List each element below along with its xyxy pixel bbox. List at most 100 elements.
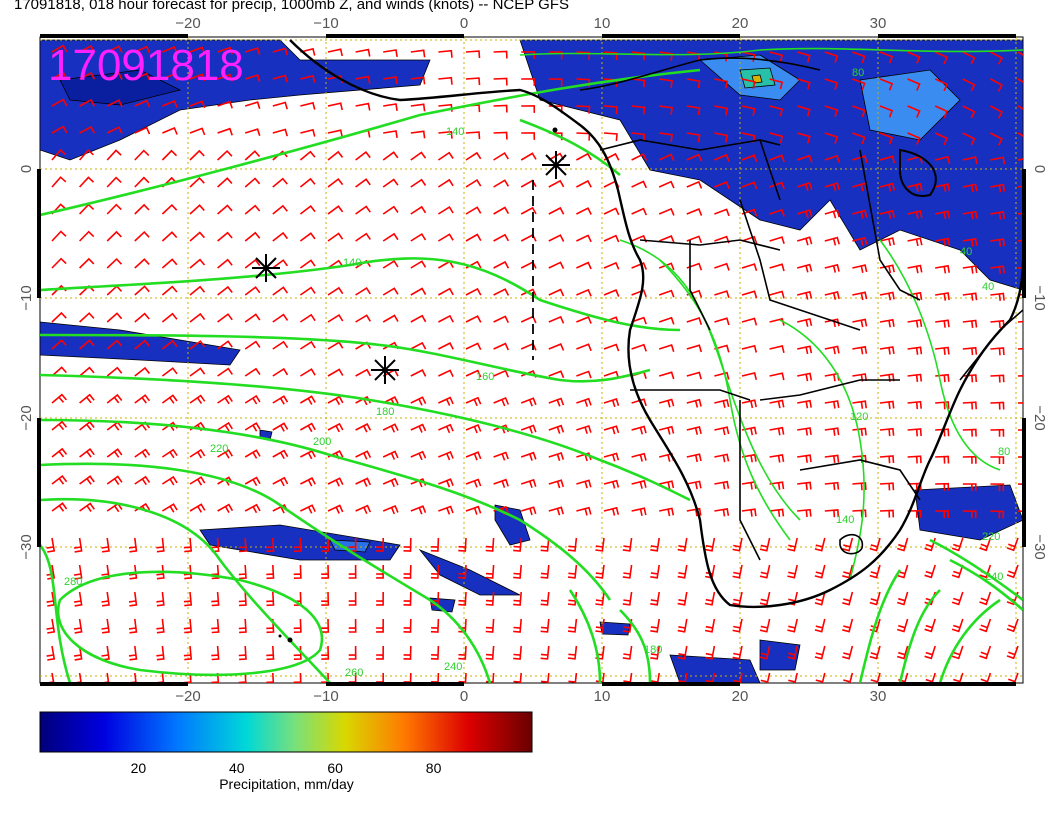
wind-barb	[410, 130, 426, 139]
wind-barb	[935, 155, 951, 164]
wind-barb	[485, 591, 495, 606]
wind-barb	[355, 286, 371, 296]
wind-barb	[79, 393, 95, 404]
wind-barb	[217, 149, 233, 161]
wind-barb	[238, 645, 247, 661]
wind-barb	[576, 479, 592, 489]
wind-barb	[376, 591, 384, 606]
wind-barb	[493, 206, 510, 215]
wind-barb	[272, 150, 288, 161]
wind-barb	[907, 509, 922, 518]
wind-barb	[217, 340, 233, 350]
wind-barb	[548, 370, 565, 379]
wind-barb	[51, 311, 67, 323]
wind-barb	[741, 154, 758, 162]
wind-barb	[355, 75, 371, 84]
wind-barb	[348, 645, 357, 660]
wind-barb	[603, 370, 620, 379]
wind-barb	[217, 204, 233, 215]
wind-barb	[161, 475, 178, 486]
wind-barb	[272, 422, 289, 432]
wind-barb	[769, 51, 784, 63]
wind-barb	[382, 259, 399, 269]
contour-labels: 140 140 160 180 200 220 240 260 280 180 …	[64, 67, 1010, 679]
wind-barb	[714, 105, 729, 116]
wind-barb	[631, 316, 647, 325]
wind-barb	[907, 400, 922, 410]
wind-barb	[156, 618, 165, 634]
wind-barb	[576, 424, 592, 435]
wind-barb	[293, 672, 302, 683]
wind-barb	[714, 480, 730, 490]
contour-label: 240	[444, 661, 462, 673]
wind-barb	[217, 313, 233, 323]
wind-barb	[824, 400, 840, 409]
wind-barb	[852, 155, 868, 164]
colorbar	[39, 711, 533, 753]
wind-barb	[106, 203, 122, 215]
wind-barb	[438, 342, 454, 350]
wind-barb	[990, 265, 1005, 274]
wind-barb	[990, 347, 1005, 356]
wind-barb	[410, 260, 427, 269]
wind-barb	[962, 292, 978, 301]
wind-barb	[769, 78, 784, 90]
wind-barb	[465, 206, 482, 215]
wind-barb	[879, 482, 895, 491]
wind-barb	[513, 672, 522, 683]
wind-barb	[576, 288, 592, 297]
wind-barb	[769, 508, 785, 517]
wind-barb	[520, 451, 537, 461]
wind-barb	[796, 154, 813, 163]
wind-barb	[355, 178, 371, 188]
wind-barb	[924, 645, 936, 660]
wind-barb	[907, 132, 921, 145]
wind-barb	[272, 395, 289, 405]
wind-barb	[438, 76, 453, 85]
wind-barb	[686, 316, 703, 325]
wind-barb	[493, 451, 509, 461]
marker-asterisk-3	[542, 151, 570, 179]
wind-barb	[485, 645, 495, 660]
wind-barb	[741, 317, 758, 326]
wind-barb	[824, 454, 840, 464]
wind-barb	[658, 235, 675, 243]
wind-barb	[403, 618, 412, 633]
wind-barb	[73, 645, 83, 661]
wind-barb	[272, 449, 289, 459]
wind-barb	[465, 451, 482, 461]
wind-barb	[79, 257, 95, 269]
wind-barb	[161, 312, 178, 323]
wind-barb	[796, 263, 813, 273]
wind-barb	[686, 153, 703, 162]
wind-barb	[741, 181, 758, 190]
wind-barb	[979, 645, 992, 660]
wind-barb	[272, 101, 288, 110]
wind-barb	[769, 453, 785, 463]
wind-barb	[962, 237, 978, 247]
wind-barb	[134, 149, 150, 161]
wind-barb	[134, 203, 150, 215]
wind-barb	[299, 286, 316, 296]
wind-barb	[520, 424, 537, 434]
wind-barb	[962, 210, 978, 220]
wind-barb	[106, 72, 123, 80]
wind-barb	[869, 591, 881, 606]
wind-barb	[403, 645, 412, 660]
wind-barb	[714, 453, 730, 463]
wind-barb	[659, 507, 675, 517]
wind-barb	[824, 427, 840, 436]
wind-barb	[686, 480, 702, 490]
wind-barb	[769, 154, 785, 163]
wind-barb	[990, 374, 1005, 383]
contour-label: 240	[985, 571, 1003, 583]
wind-barb	[430, 564, 440, 579]
wind-barb	[300, 422, 316, 433]
wind-barb	[244, 422, 261, 432]
wind-barb	[51, 447, 68, 458]
wind-barb	[79, 176, 95, 188]
wind-barb	[134, 230, 150, 242]
wind-barb	[383, 130, 398, 139]
wind-barb	[189, 73, 206, 82]
wind-barb	[907, 264, 923, 274]
